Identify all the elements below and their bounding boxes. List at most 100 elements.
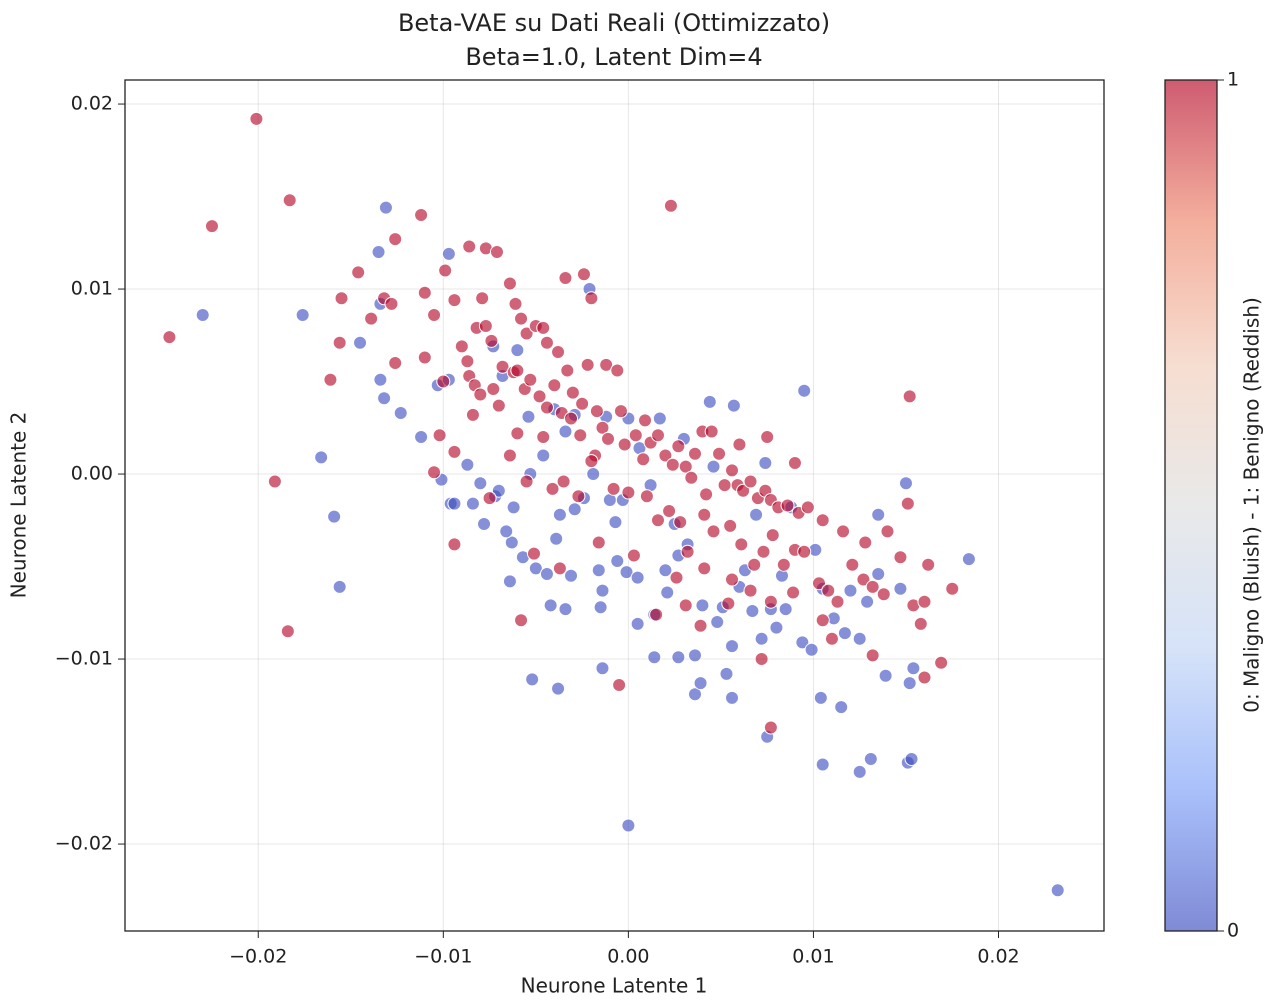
point bbox=[658, 563, 673, 578]
point bbox=[893, 581, 908, 596]
point bbox=[514, 311, 529, 326]
point bbox=[725, 690, 740, 705]
point bbox=[658, 448, 673, 463]
point bbox=[558, 602, 573, 617]
x-tick-label: −0.01 bbox=[414, 946, 472, 968]
point bbox=[693, 618, 708, 633]
colorbar-tick-label: 1 bbox=[1227, 69, 1239, 91]
point bbox=[491, 483, 506, 498]
point bbox=[663, 198, 678, 213]
point bbox=[539, 566, 554, 581]
point bbox=[898, 476, 913, 491]
point bbox=[571, 489, 586, 504]
point bbox=[902, 676, 917, 691]
point bbox=[575, 396, 590, 411]
point bbox=[502, 448, 517, 463]
point bbox=[447, 496, 462, 511]
point bbox=[617, 437, 632, 452]
plot-frame bbox=[124, 79, 1105, 932]
point bbox=[747, 557, 762, 572]
point bbox=[636, 452, 651, 467]
point bbox=[564, 411, 579, 426]
point bbox=[893, 550, 908, 565]
point bbox=[478, 319, 493, 334]
point bbox=[475, 291, 490, 306]
point bbox=[880, 524, 895, 539]
point bbox=[1050, 883, 1065, 898]
point bbox=[878, 668, 893, 683]
point bbox=[797, 383, 812, 398]
point bbox=[900, 496, 915, 511]
point bbox=[621, 818, 636, 833]
point bbox=[560, 363, 575, 378]
point bbox=[384, 296, 399, 311]
point bbox=[373, 372, 388, 387]
point bbox=[824, 631, 839, 646]
point bbox=[843, 583, 858, 598]
point bbox=[626, 548, 641, 563]
point bbox=[736, 483, 751, 498]
plot-area bbox=[125, 80, 1104, 931]
point bbox=[697, 507, 712, 522]
point bbox=[787, 455, 802, 470]
point bbox=[489, 245, 504, 260]
point bbox=[536, 320, 551, 335]
point bbox=[906, 661, 921, 676]
point bbox=[680, 544, 695, 559]
point bbox=[669, 570, 684, 585]
point bbox=[504, 535, 519, 550]
point bbox=[593, 600, 608, 615]
point bbox=[267, 474, 282, 489]
point bbox=[323, 372, 338, 387]
point bbox=[758, 455, 773, 470]
point bbox=[473, 387, 488, 402]
point bbox=[650, 428, 665, 443]
point bbox=[665, 457, 680, 472]
point bbox=[465, 407, 480, 422]
point bbox=[427, 465, 442, 480]
point bbox=[702, 394, 717, 409]
point bbox=[754, 631, 769, 646]
point bbox=[763, 594, 778, 609]
point bbox=[871, 566, 886, 581]
point bbox=[564, 568, 579, 583]
point bbox=[743, 474, 758, 489]
point bbox=[204, 219, 219, 234]
point bbox=[414, 430, 429, 445]
point bbox=[334, 291, 349, 306]
colorbar-label: 0: Maligno (Bluish) - 1: Benigno (Reddis… bbox=[1240, 297, 1264, 713]
point bbox=[760, 430, 775, 445]
point bbox=[595, 420, 610, 435]
point bbox=[610, 363, 625, 378]
chart-title: Beta-VAE su Dati Reali (Ottimizzato) bbox=[398, 9, 830, 37]
point bbox=[613, 404, 628, 419]
point bbox=[621, 485, 636, 500]
point bbox=[282, 193, 297, 208]
point bbox=[599, 357, 614, 372]
point bbox=[830, 594, 845, 609]
point bbox=[539, 400, 554, 415]
point bbox=[763, 720, 778, 735]
point bbox=[913, 616, 928, 631]
point bbox=[813, 690, 828, 705]
point bbox=[717, 478, 732, 493]
point bbox=[610, 554, 625, 568]
point bbox=[371, 245, 386, 260]
point bbox=[519, 474, 534, 489]
point bbox=[417, 285, 432, 300]
point bbox=[280, 624, 295, 639]
point bbox=[871, 507, 886, 522]
point bbox=[377, 391, 392, 406]
point bbox=[865, 579, 880, 594]
point bbox=[804, 642, 819, 657]
point bbox=[815, 613, 830, 628]
point bbox=[619, 565, 634, 580]
point bbox=[769, 620, 784, 635]
y-tick-label: 0.02 bbox=[71, 93, 113, 115]
point bbox=[586, 467, 601, 482]
point bbox=[678, 598, 693, 613]
point bbox=[725, 463, 740, 478]
point bbox=[650, 513, 665, 528]
point bbox=[860, 594, 875, 609]
x-tick-label: 0.00 bbox=[607, 946, 649, 968]
